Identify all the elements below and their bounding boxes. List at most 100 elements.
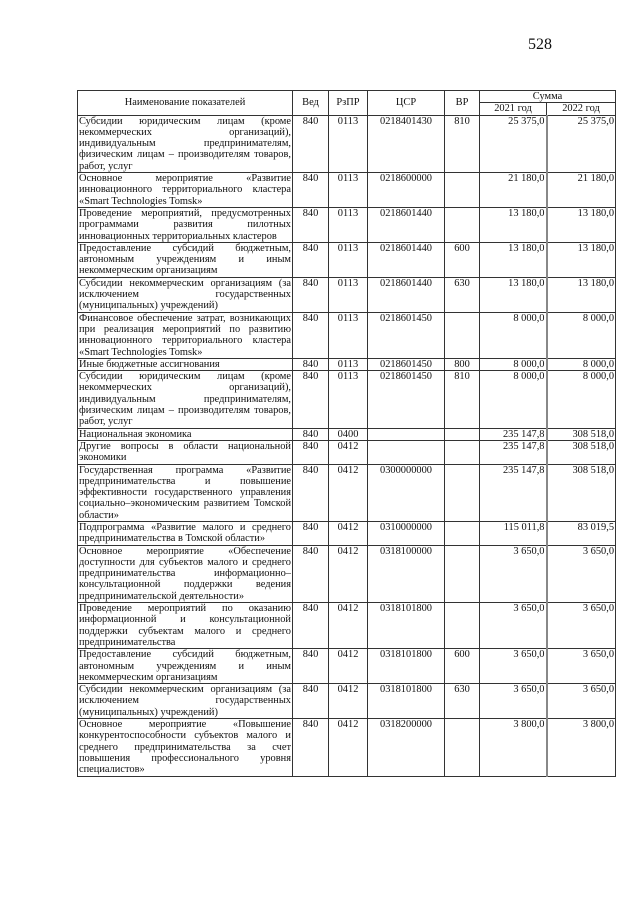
cell-ved: 840: [292, 520, 329, 546]
cell-csr: 0218601440: [367, 241, 445, 278]
cell-csr: 0318200000: [367, 718, 445, 777]
cell-vr: [444, 718, 480, 777]
table-row: Национальная экономика 840 0400 235 147,8 30…: [77, 427, 617, 441]
table-row: Субсидии некоммерческим организациям (за…: [77, 276, 617, 313]
table-row: Субсидии некоммерческим организациям (за…: [77, 683, 617, 720]
cell-vr: [444, 602, 480, 650]
cell-ved: 840: [292, 241, 329, 278]
cell-y2021: 235 147,8: [479, 427, 548, 441]
cell-y2021: 8 000,0: [479, 357, 548, 372]
cell-csr: 0218600000: [367, 172, 445, 208]
cell-y2022: 25 375,0: [545, 114, 617, 174]
cell-name: Субсидии некоммерческим организациям (за…: [77, 683, 293, 720]
cell-rzpr: 0113: [328, 276, 368, 313]
cell-y2021: 3 650,0: [479, 648, 548, 685]
cell-name: Основное мероприятие «Повышение конкурен…: [77, 718, 293, 777]
cell-rzpr: 0113: [328, 241, 368, 278]
cell-y2021: 13 180,0: [479, 241, 548, 278]
table-row: Предоставление субсидий бюджетным, автон…: [77, 241, 617, 278]
cell-y2021: 235 147,8: [479, 439, 548, 465]
cell-rzpr: 0113: [328, 206, 368, 243]
cell-y2022: 13 180,0: [545, 206, 617, 243]
cell-csr: [367, 439, 445, 465]
cell-ved: 840: [292, 602, 329, 650]
table-row: Проведение мероприятий, предусмотренных …: [77, 206, 617, 243]
cell-rzpr: 0412: [328, 544, 368, 604]
cell-name: Предоставление субсидий бюджетным, автон…: [77, 241, 293, 278]
cell-vr: [444, 520, 480, 546]
cell-y2021: 115 011,8: [479, 520, 548, 546]
header-name: Наименование показателей: [77, 90, 293, 116]
cell-csr: [367, 427, 445, 441]
cell-csr: 0218401430: [367, 114, 445, 174]
cell-y2022: 3 650,0: [545, 683, 617, 720]
cell-rzpr: 0412: [328, 439, 368, 465]
cell-name: Субсидии некоммерческим организациям (за…: [77, 276, 293, 313]
cell-name: Субсидии юридическим лицам (кроме некомм…: [77, 370, 293, 429]
cell-y2022: 13 180,0: [545, 276, 617, 313]
cell-ved: 840: [292, 648, 329, 685]
cell-csr: 0218601450: [367, 311, 445, 359]
table-row: Подпрограмма «Развитие малого и среднего…: [77, 520, 617, 546]
cell-ved: 840: [292, 370, 329, 429]
header-vr: ВР: [444, 90, 480, 116]
table-row: Финансовое обеспечение затрат, возникающ…: [77, 311, 617, 359]
cell-csr: 0218601440: [367, 206, 445, 243]
cell-name: Проведение мероприятий, предусмотренных …: [77, 206, 293, 243]
table-row: Государственная программа «Развитие пред…: [77, 463, 617, 522]
cell-y2021: 25 375,0: [479, 114, 548, 174]
cell-vr: [444, 427, 480, 441]
cell-ved: 840: [292, 718, 329, 777]
cell-csr: 0218601450: [367, 370, 445, 429]
table-row: Субсидии юридическим лицам (кроме некомм…: [77, 114, 617, 174]
cell-y2022: 21 180,0: [545, 172, 617, 208]
cell-vr: [444, 172, 480, 208]
cell-name: Государственная программа «Развитие пред…: [77, 463, 293, 522]
cell-csr: 0318101800: [367, 683, 445, 720]
cell-name: Подпрограмма «Развитие малого и среднего…: [77, 520, 293, 546]
cell-y2021: 21 180,0: [479, 172, 548, 208]
cell-rzpr: 0113: [328, 357, 368, 372]
cell-y2021: 13 180,0: [479, 276, 548, 313]
cell-ved: 840: [292, 357, 329, 372]
cell-rzpr: 0412: [328, 648, 368, 685]
cell-vr: 810: [444, 370, 480, 429]
cell-vr: [444, 311, 480, 359]
cell-name: Национальная экономика: [77, 427, 293, 441]
table-row: Основное мероприятие «Обеспечение доступ…: [77, 544, 617, 604]
cell-ved: 840: [292, 427, 329, 441]
header-2022: 2022 год: [545, 102, 617, 116]
cell-y2022: 3 800,0: [545, 718, 617, 777]
cell-y2021: 3 650,0: [479, 602, 548, 650]
cell-name: Субсидии юридическим лицам (кроме некомм…: [77, 114, 293, 174]
cell-y2021: 3 650,0: [479, 544, 548, 604]
cell-rzpr: 0113: [328, 370, 368, 429]
cell-vr: 600: [444, 648, 480, 685]
cell-y2022: 3 650,0: [545, 544, 617, 604]
header-2021: 2021 год: [479, 102, 547, 116]
cell-y2021: 8 000,0: [479, 311, 548, 359]
cell-y2021: 235 147,8: [479, 463, 548, 522]
cell-name: Финансовое обеспечение затрат, возникающ…: [77, 311, 293, 359]
cell-vr: [444, 439, 480, 465]
cell-y2022: 13 180,0: [545, 241, 617, 278]
budget-table: Наименование показателей Вед РзПР ЦСР ВР…: [77, 89, 617, 777]
cell-ved: 840: [292, 439, 329, 465]
cell-ved: 840: [292, 544, 329, 604]
cell-y2021: 3 800,0: [479, 718, 548, 777]
cell-ved: 840: [292, 276, 329, 313]
cell-rzpr: 0412: [328, 718, 368, 777]
cell-csr: 0218601450: [367, 357, 445, 372]
cell-ved: 840: [292, 463, 329, 522]
cell-rzpr: 0400: [328, 427, 368, 441]
cell-rzpr: 0412: [328, 602, 368, 650]
cell-rzpr: 0412: [328, 520, 368, 546]
cell-y2022: 8 000,0: [545, 311, 617, 359]
table-row: Другие вопросы в области национальной эк…: [77, 439, 617, 465]
table-row: Субсидии юридическим лицам (кроме некомм…: [77, 370, 617, 429]
cell-y2022: 308 518,0: [545, 439, 617, 465]
table-row: Предоставление субсидий бюджетным, автон…: [77, 648, 617, 685]
header-rzpr: РзПР: [328, 90, 368, 116]
cell-y2022: 83 019,5: [545, 520, 617, 546]
cell-vr: 810: [444, 114, 480, 174]
